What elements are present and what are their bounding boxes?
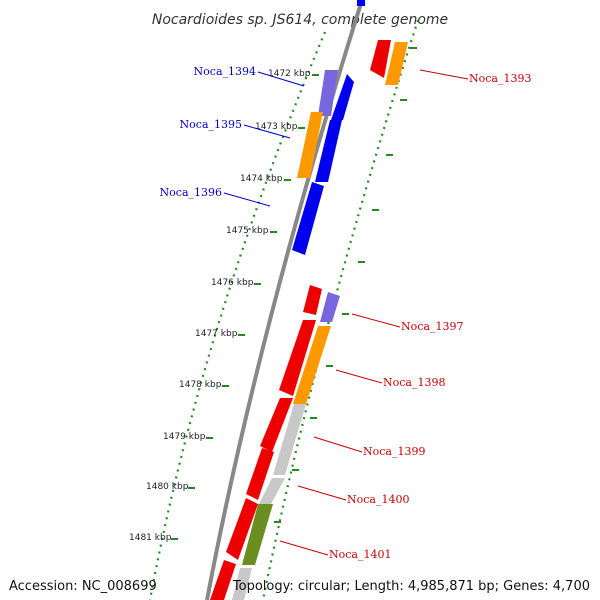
gene-label-noca-1395[interactable]: Noca_1395 xyxy=(180,118,242,131)
gene-label-noca-1400[interactable]: Noca_1400 xyxy=(347,493,409,506)
gene-noca-1393-red xyxy=(370,40,391,78)
gene-noca-1401-olive xyxy=(242,504,273,565)
scale-ticks xyxy=(171,47,417,540)
gene-label-noca-1396[interactable]: Noca_1396 xyxy=(160,186,222,199)
scale-label: 1472 kbp xyxy=(268,69,311,79)
scale-label: 1474 kbp xyxy=(240,174,283,184)
gene-noca-1401-red xyxy=(226,498,258,560)
gene-noca-1395-blue xyxy=(315,120,342,182)
gene-label-noca-1393[interactable]: Noca_1393 xyxy=(469,72,531,85)
gene-noca-1394-blue xyxy=(331,74,354,120)
scale-label: 1477 kbp xyxy=(195,329,238,339)
scale-label: 1479 kbp xyxy=(163,432,206,442)
inner-dotted-track xyxy=(148,31,327,600)
scale-label: 1475 kbp xyxy=(226,226,269,236)
gene-noca-1397-purple xyxy=(320,292,340,322)
leader-lines xyxy=(223,69,469,556)
scale-labels: 1472 kbp 1473 kbp 1474 kbp 1475 kbp 1476… xyxy=(129,69,311,543)
gene-label-noca-1401[interactable]: Noca_1401 xyxy=(329,548,391,561)
gene-noca-1399-gray xyxy=(273,404,306,475)
gene-noca-1399-red xyxy=(260,398,293,452)
gene-label-noca-1398[interactable]: Noca_1398 xyxy=(383,376,445,389)
scale-label: 1481 kbp xyxy=(129,533,172,543)
gene-label-noca-1397[interactable]: Noca_1397 xyxy=(401,320,463,333)
scale-label: 1476 kbp xyxy=(211,278,254,288)
gene-noca-1398-red xyxy=(279,320,316,396)
gene-top-blue xyxy=(357,0,365,6)
accession-text: Accession: NC_008699 xyxy=(9,579,157,594)
gene-noca-1394-purple xyxy=(318,70,338,116)
gene-noca-1397-red xyxy=(303,285,322,315)
gene-noca-1393-orange xyxy=(385,42,408,85)
gene-noca-1398-orange xyxy=(293,326,331,404)
gene-label-noca-1399[interactable]: Noca_1399 xyxy=(363,445,425,458)
topology-text: Topology: circular; Length: 4,985,871 bp… xyxy=(232,579,590,594)
gene-bottom-red xyxy=(210,560,236,600)
gene-noca-1396 xyxy=(292,182,324,255)
gene-noca-1400-red xyxy=(246,448,274,500)
map-title: Nocardioides sp. JS614, complete genome xyxy=(152,12,448,28)
gene-bottom-gray xyxy=(232,568,252,600)
scale-label: 1473 kbp xyxy=(255,122,298,132)
scale-label: 1478 kbp xyxy=(179,380,222,390)
scale-label: 1480 kbp xyxy=(146,482,189,492)
gene-noca-1395-orange xyxy=(297,112,323,178)
gene-label-noca-1394[interactable]: Noca_1394 xyxy=(194,65,256,78)
gene-noca-1400-gray xyxy=(258,478,285,506)
